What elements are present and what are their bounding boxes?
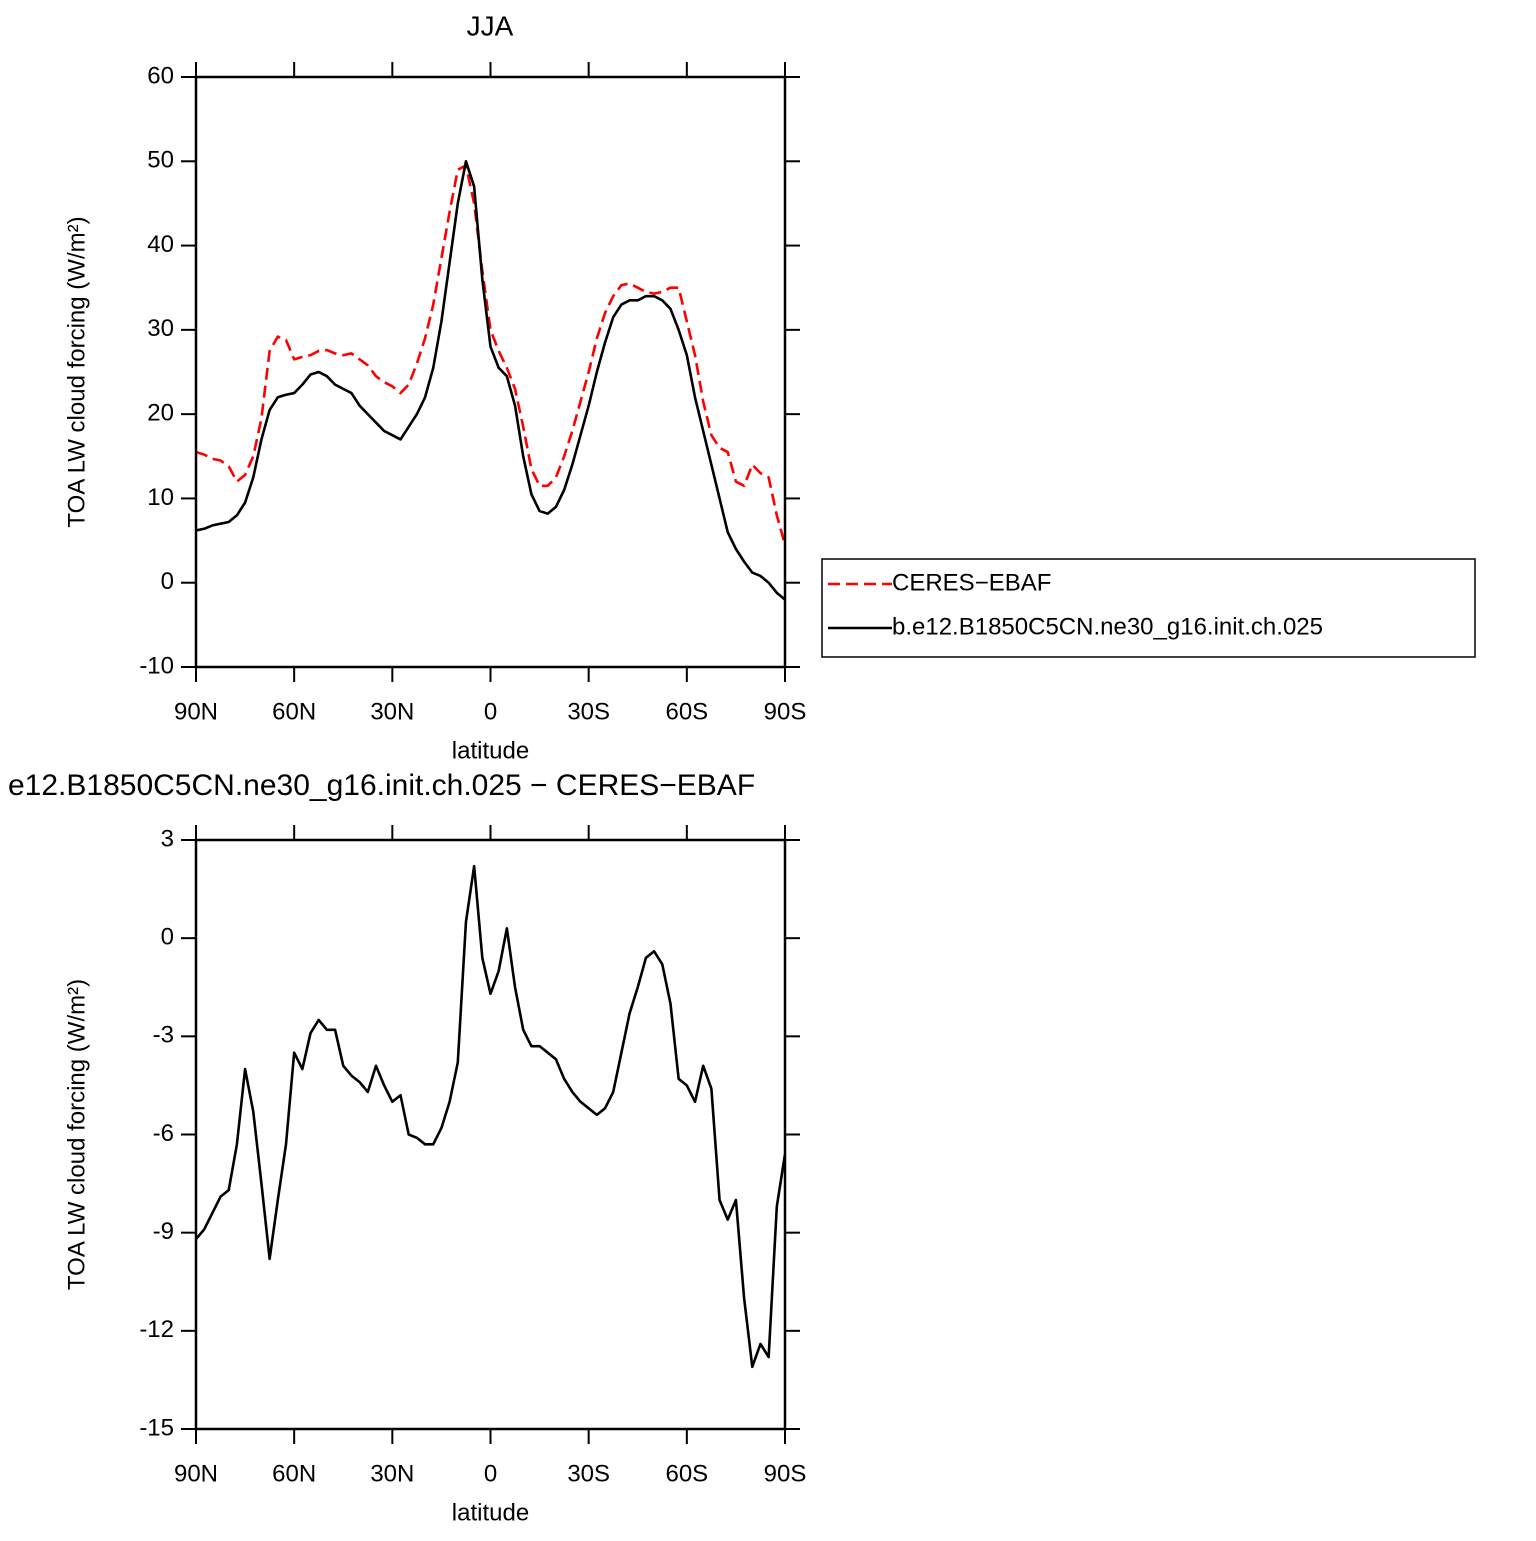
x-tick-label: 60S (665, 698, 708, 725)
y-tick-label: 3 (161, 825, 174, 852)
data-line (195, 164, 787, 546)
x-tick-label: 0 (484, 1460, 497, 1487)
chart-title: JJA (467, 10, 514, 41)
x-tick-label: 90N (174, 698, 218, 725)
x-tick-label: 90S (764, 698, 807, 725)
y-tick-label: -6 (153, 1120, 174, 1147)
x-tick-label: 90S (764, 1460, 807, 1487)
y-tick-label: 10 (147, 484, 174, 511)
x-tick-label: 30S (567, 698, 610, 725)
chart-title: e12.B1850C5CN.ne30_g16.init.ch.025 − CER… (8, 769, 755, 802)
x-tick-label: 30N (370, 1460, 414, 1487)
y-tick-label: 20 (147, 399, 174, 426)
y-tick-label: -9 (153, 1218, 174, 1245)
y-tick-label: -3 (153, 1022, 174, 1049)
x-tick-label: 30S (567, 1460, 610, 1487)
y-tick-label: -15 (139, 1414, 174, 1441)
y-tick-label: 50 (147, 147, 174, 174)
data-line (195, 864, 787, 1369)
legend-label: b.e12.B1850C5CN.ne30_g16.init.ch.025 (892, 613, 1323, 640)
plot-frame (194, 838, 787, 1431)
legend-box (821, 558, 1476, 658)
x-tick-label: 60N (272, 698, 316, 725)
y-tick-label: 40 (147, 231, 174, 258)
y-tick-label: 0 (161, 924, 174, 951)
y-tick-label: -12 (139, 1316, 174, 1343)
y-axis-label: TOA LW cloud forcing (W/m²) (63, 979, 90, 1290)
plot-frame (194, 75, 787, 669)
legend-label: CERES−EBAF (892, 569, 1051, 596)
x-tick-label: 0 (484, 698, 497, 725)
data-line (195, 159, 786, 601)
x-tick-label: 30N (370, 698, 414, 725)
y-tick-label: -10 (139, 652, 174, 679)
y-tick-label: 30 (147, 315, 174, 342)
x-tick-label: 60S (665, 1460, 708, 1487)
x-axis-label: latitude (452, 737, 529, 764)
y-tick-label: 0 (161, 568, 174, 595)
x-tick-label: 60N (272, 1460, 316, 1487)
y-tick-label: 60 (147, 62, 174, 89)
y-axis-label: TOA LW cloud forcing (W/m²) (63, 216, 90, 527)
x-axis-label: latitude (452, 1499, 529, 1526)
x-tick-label: 90N (174, 1460, 218, 1487)
